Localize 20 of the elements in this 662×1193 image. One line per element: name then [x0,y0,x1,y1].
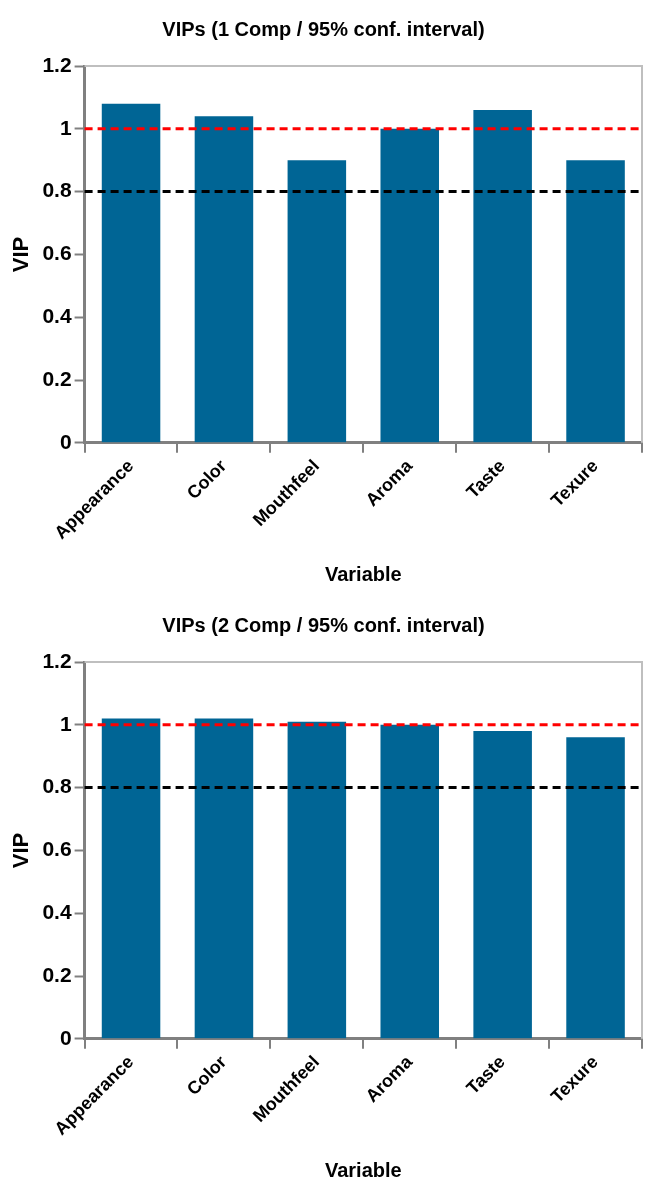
x-axis-title: Variable [324,1158,402,1181]
y-tick-label: 1.2 [42,52,72,76]
y-tick-label: 0.4 [42,900,72,924]
chart-title: VIPs (2 Comp / 95% conf. interval) [162,613,485,636]
chart-title: VIPs (1 Comp / 95% conf. interval) [162,17,485,40]
y-tick-label: 1 [59,711,72,735]
y-tick-label: 0 [59,1025,72,1049]
y-axis-title: VIP [8,236,34,273]
y-tick-label: 1 [59,115,72,139]
x-axis-title: Variable [324,562,402,585]
y-tick-label: 0.6 [42,837,72,861]
y-tick-label: 0.4 [42,304,72,328]
y-tick-label: 0.2 [42,962,72,986]
y-tick-label: 1.2 [42,648,72,672]
y-tick-label: 0.8 [42,178,72,202]
y-tick-label: 0 [59,429,72,453]
y-tick-label: 0.2 [42,366,72,390]
y-tick-label: 0.8 [42,774,72,798]
y-tick-label: 0.6 [42,241,72,265]
y-axis-title: VIP [8,832,34,869]
